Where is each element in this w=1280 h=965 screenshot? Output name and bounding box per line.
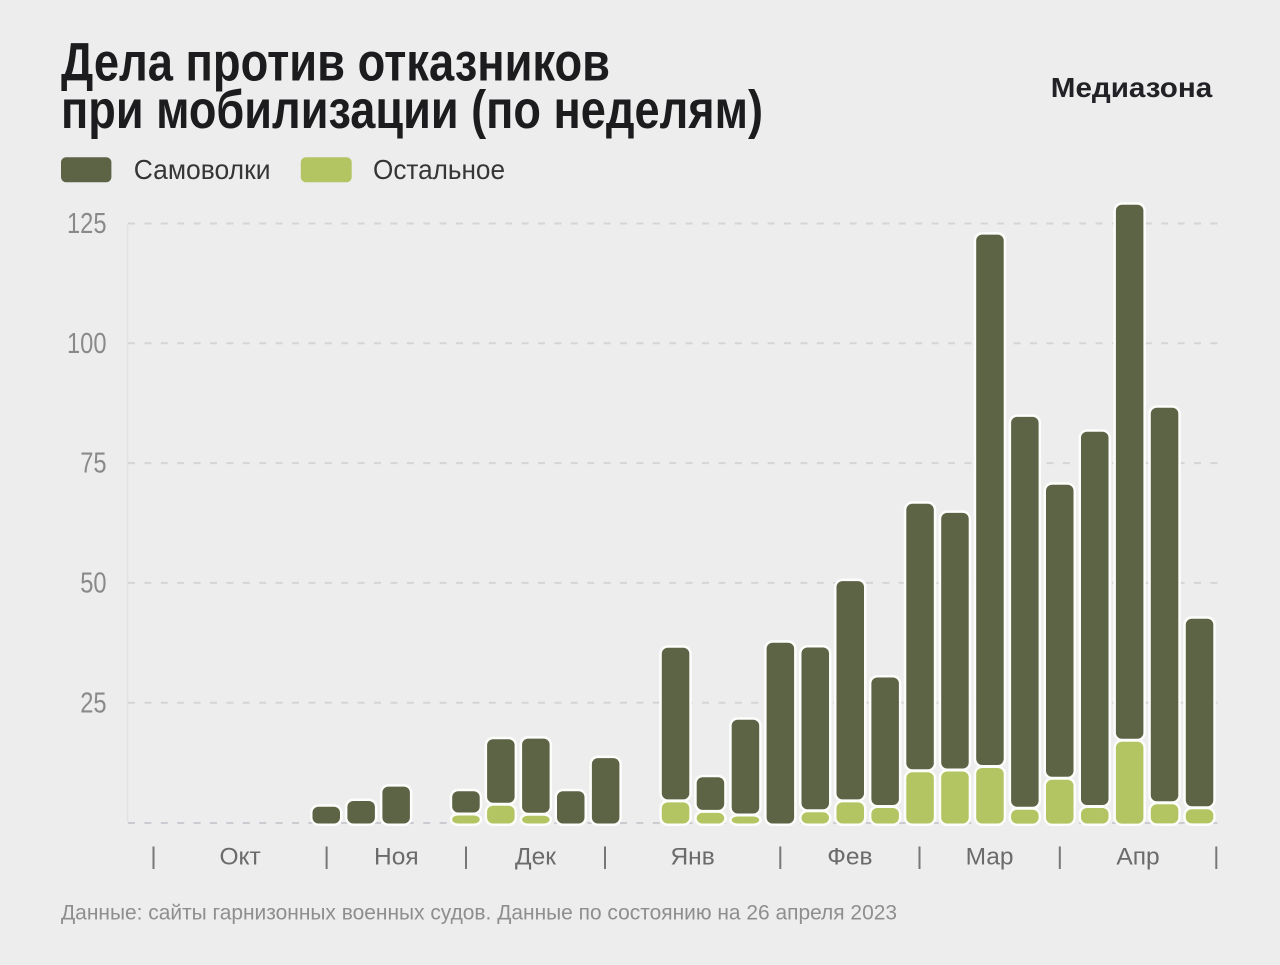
svg-text:Мар: Мар — [966, 844, 1014, 871]
svg-text:Самоволки: Самоволки — [134, 154, 271, 185]
svg-text:Дела против отказников: Дела против отказников — [61, 33, 610, 93]
svg-text:75: 75 — [80, 448, 106, 480]
svg-text:125: 125 — [67, 208, 107, 240]
svg-text:Данные: сайты гарнизонных воен: Данные: сайты гарнизонных военных судов.… — [61, 901, 897, 924]
svg-text:25: 25 — [80, 687, 106, 719]
svg-text:50: 50 — [80, 568, 106, 600]
svg-text:Фев: Фев — [827, 844, 872, 871]
svg-text:Медиазона: Медиазона — [1051, 72, 1213, 103]
svg-text:Апр: Апр — [1116, 844, 1159, 871]
svg-text:Остальное: Остальное — [373, 154, 505, 185]
svg-text:Окт: Окт — [219, 844, 260, 871]
svg-text:100: 100 — [67, 328, 107, 360]
svg-text:при мобилизации (по неделям): при мобилизации (по неделям) — [61, 80, 763, 140]
svg-text:Ноя: Ноя — [374, 844, 419, 871]
svg-text:Дек: Дек — [515, 844, 556, 871]
svg-text:Янв: Янв — [670, 844, 714, 871]
